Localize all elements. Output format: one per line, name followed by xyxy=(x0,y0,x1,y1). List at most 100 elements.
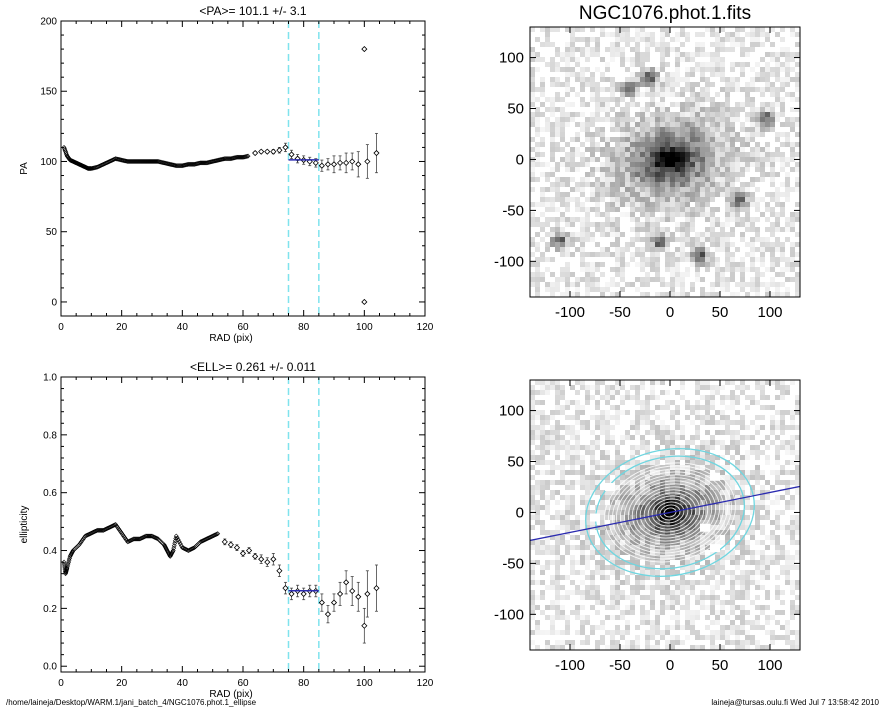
img1-pixel xyxy=(775,62,781,68)
img1-pixel xyxy=(615,117,621,123)
img1-pixel xyxy=(560,282,566,288)
img1-pixel xyxy=(605,157,611,163)
img1-pixel xyxy=(610,142,616,148)
img1-pixel xyxy=(585,122,591,128)
img1-pixel xyxy=(560,197,566,203)
img1-pixel xyxy=(775,132,781,138)
img1-pixel xyxy=(625,162,631,168)
img1-pixel xyxy=(595,292,601,297)
img2-pixel xyxy=(530,380,536,386)
img1-pixel xyxy=(735,197,741,203)
img2-pixel xyxy=(635,440,641,446)
img1-pixel xyxy=(605,162,611,168)
img1-pixel xyxy=(595,92,601,98)
img2-pixel xyxy=(720,450,726,456)
img1-pixel xyxy=(735,207,741,213)
img2-pixel xyxy=(615,480,621,486)
img1-pixel xyxy=(580,102,586,108)
img1-pixel xyxy=(755,92,761,98)
pa-data-point xyxy=(270,148,277,155)
img2-pixel xyxy=(735,390,741,396)
img1-pixel xyxy=(625,207,631,213)
img2-pixel xyxy=(575,445,581,451)
img2-pixel xyxy=(580,385,586,391)
img2-pixel xyxy=(785,405,791,411)
img2-pixel xyxy=(570,385,576,391)
img1-pixel xyxy=(555,267,561,273)
img1-pixel xyxy=(630,222,636,228)
img1-pixel xyxy=(575,187,581,193)
img2-pixel xyxy=(660,485,666,491)
img1-pixel xyxy=(545,187,551,193)
img1-pixel xyxy=(530,142,536,148)
img1-pixel xyxy=(560,252,566,258)
img2-pixel xyxy=(790,460,796,466)
img2-pixel xyxy=(665,405,671,411)
img1-pixel xyxy=(695,67,701,73)
img1-pixel xyxy=(770,72,776,78)
img2-pixel xyxy=(540,385,546,391)
img1-pixel xyxy=(640,57,646,63)
ell-curve-point xyxy=(113,522,119,527)
img1-pixel xyxy=(790,57,796,63)
img1-pixel xyxy=(715,117,721,123)
img1-pixel xyxy=(535,107,541,113)
img1-pixel xyxy=(680,147,686,153)
img1-pixel xyxy=(595,162,601,168)
img2-pixel xyxy=(745,385,751,391)
img1-pixel xyxy=(775,187,781,193)
img1-pixel xyxy=(695,47,701,53)
img2-pixel xyxy=(550,445,556,451)
img1-pixel xyxy=(630,147,636,153)
img1-pixel xyxy=(695,117,701,123)
img2-pixel xyxy=(530,480,536,486)
img2-pixel xyxy=(710,390,716,396)
img2-pixel xyxy=(550,425,556,431)
img1-pixel xyxy=(630,277,636,283)
img2-pixel xyxy=(560,380,566,386)
img1-pixel xyxy=(615,127,621,133)
img2-pixel xyxy=(580,420,586,426)
img2-pixel xyxy=(545,385,551,391)
img2-pixel xyxy=(780,470,786,476)
img2-pixel xyxy=(700,470,706,476)
img2-pixel xyxy=(635,405,641,411)
img1-pixel xyxy=(645,227,651,233)
img1-pixel xyxy=(565,127,571,133)
img1-pixel xyxy=(670,252,676,258)
img1-pixel xyxy=(660,242,666,248)
img1-pixel xyxy=(700,132,706,138)
img1-pixel xyxy=(535,242,541,248)
img1-pixel xyxy=(780,222,786,228)
img1-pixel xyxy=(625,137,631,143)
img1-pixel xyxy=(775,127,781,133)
ell-data-point xyxy=(318,599,325,606)
img1-pixel xyxy=(610,172,616,178)
img1-pixel xyxy=(700,212,706,218)
img1-pixel xyxy=(665,97,671,103)
img2-pixel xyxy=(755,390,761,396)
img2-pixel xyxy=(725,415,731,421)
img1-pixel xyxy=(660,132,666,138)
img1-pixel xyxy=(660,67,666,73)
img1-pixel xyxy=(600,57,606,63)
img1-pixel xyxy=(725,207,731,213)
img2-pixel xyxy=(795,410,800,416)
img1-pixel xyxy=(700,127,706,133)
img1-pixel xyxy=(625,177,631,183)
img1-pixel xyxy=(590,292,596,297)
img2-pixel xyxy=(540,480,546,486)
img2-pixel xyxy=(620,445,626,451)
img1-pixel xyxy=(545,272,551,278)
img2-pixel xyxy=(640,480,646,486)
img1-xtick-label: 50 xyxy=(712,304,729,321)
pa-ytick-label: 50 xyxy=(46,227,58,238)
img1-pixel xyxy=(795,232,800,238)
ell-data-point xyxy=(239,550,247,557)
img1-pixel xyxy=(650,27,656,33)
img1-pixel xyxy=(555,277,561,283)
img1-pixel xyxy=(595,267,601,273)
pa-data-point xyxy=(361,298,368,306)
img1-pixel xyxy=(645,247,651,253)
img1-pixel xyxy=(640,62,646,68)
